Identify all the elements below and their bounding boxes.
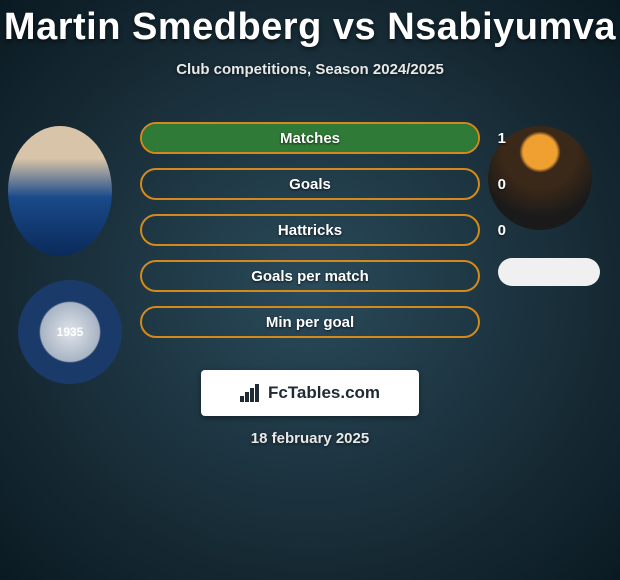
stat-value-right: 0: [498, 214, 506, 246]
stats-block: Matches1 Goals0 Hattricks0 Goals per match M…: [140, 122, 480, 352]
stat-row: Matches1: [140, 122, 480, 154]
page-title: Martin Smedberg vs Nsabiyumva: [0, 0, 620, 49]
stat-label: Matches: [140, 122, 480, 154]
stat-value-right: 0: [498, 168, 506, 200]
brand-badge: FcTables.com: [201, 370, 419, 416]
stat-label: Hattricks: [140, 214, 480, 246]
stat-row: Hattricks0: [140, 214, 480, 246]
club-left-year: 1935: [57, 325, 84, 339]
subtitle: Club competitions, Season 2024/2025: [0, 61, 620, 78]
date-text: 18 february 2025: [0, 430, 620, 447]
stat-row: Min per goal: [140, 306, 480, 338]
stat-label: Goals: [140, 168, 480, 200]
stat-label: Goals per match: [140, 260, 480, 292]
stat-value-right: 1: [498, 122, 506, 154]
stat-row: Goals0: [140, 168, 480, 200]
club-left-badge: 1935: [18, 280, 122, 384]
brand-text: FcTables.com: [268, 383, 380, 403]
stat-row: Goals per match: [140, 260, 480, 292]
player-left-avatar: [8, 126, 112, 256]
stat-label: Min per goal: [140, 306, 480, 338]
club-right-badge: [498, 258, 600, 286]
brand-icon: [240, 384, 262, 402]
